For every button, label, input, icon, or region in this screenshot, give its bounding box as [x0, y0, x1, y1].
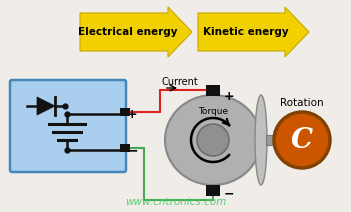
- Circle shape: [197, 124, 229, 156]
- Bar: [120, 108, 130, 116]
- Text: Electrical energy: Electrical energy: [78, 27, 178, 37]
- Text: +: +: [224, 91, 234, 103]
- Text: +: +: [127, 107, 137, 120]
- FancyBboxPatch shape: [10, 80, 126, 172]
- Ellipse shape: [273, 111, 331, 169]
- Polygon shape: [37, 97, 55, 115]
- Bar: [266, 135, 277, 145]
- Polygon shape: [198, 7, 309, 57]
- Text: Current: Current: [162, 77, 199, 87]
- Circle shape: [275, 113, 329, 167]
- Text: Torque: Torque: [198, 107, 228, 117]
- Text: Kinetic energy: Kinetic energy: [203, 27, 288, 37]
- Bar: [206, 185, 220, 196]
- Bar: [120, 144, 130, 152]
- Polygon shape: [80, 7, 192, 57]
- Text: −: −: [224, 187, 234, 201]
- Text: www.cntronics.com: www.cntronics.com: [125, 197, 227, 207]
- Text: Rotation: Rotation: [280, 98, 324, 108]
- Ellipse shape: [255, 95, 267, 185]
- Ellipse shape: [165, 95, 261, 185]
- Text: −: −: [126, 143, 138, 157]
- Bar: [206, 85, 220, 96]
- Text: C: C: [291, 127, 313, 153]
